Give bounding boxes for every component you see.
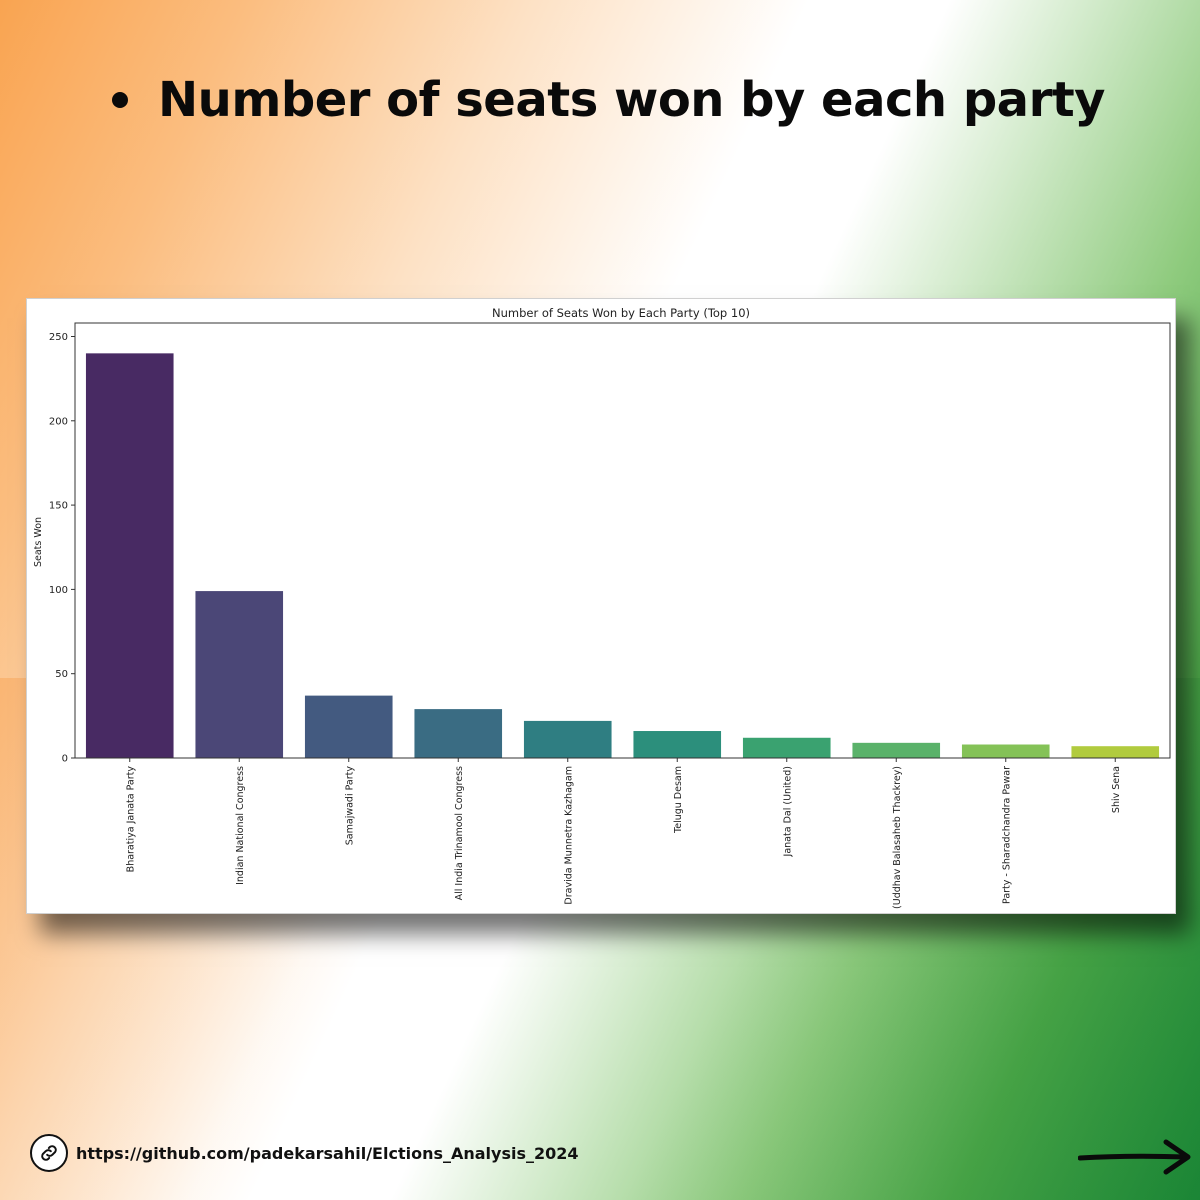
x-tick-label: Party - Sharadchandra Pawar [1001, 766, 1012, 904]
github-link-text: https://github.com/padekarsahil/Elctions… [76, 1143, 579, 1163]
bar [195, 591, 284, 758]
x-tick-label: All India Trinamool Congress [454, 766, 465, 900]
next-arrow-icon[interactable] [1078, 1138, 1194, 1178]
github-link[interactable]: https://github.com/padekarsahil/Elctions… [30, 1134, 579, 1172]
x-tick-label: Shiv Sena [1111, 766, 1122, 813]
x-tick-label: Dravida Munnetra Kazhagam [563, 766, 574, 905]
x-tick-label: Janata Dal (United) [782, 766, 793, 857]
x-tick-label: Telugu Desam [673, 766, 684, 834]
bar [961, 744, 1050, 758]
bullet-point [112, 92, 128, 108]
bar [85, 353, 174, 758]
y-axis-label: Seats Won [33, 517, 44, 567]
x-tick-label: Bharatiya Janata Party [125, 766, 136, 873]
bar [742, 737, 831, 758]
x-tick-label: (Uddhav Balasaheb Thackrey) [892, 766, 903, 909]
y-tick-label: 200 [49, 416, 68, 427]
y-tick-label: 0 [62, 754, 68, 765]
y-tick-label: 100 [49, 585, 68, 596]
bar [414, 709, 503, 758]
y-tick-label: 250 [49, 332, 68, 343]
plot-frame [74, 322, 1171, 759]
link-icon [30, 1134, 68, 1172]
bar [852, 742, 941, 758]
x-tick-label: Samajwadi Party [344, 766, 355, 846]
x-tick-label: Indian National Congress [235, 766, 246, 885]
bar [1071, 746, 1160, 758]
bar [523, 720, 612, 758]
chart-title: Number of Seats Won by Each Party (Top 1… [492, 306, 750, 320]
bar [633, 731, 722, 758]
slide-heading: Number of seats won by each party [112, 72, 1105, 128]
chart-card: Number of Seats Won by Each Party (Top 1… [26, 298, 1176, 914]
y-tick-label: 50 [55, 669, 68, 680]
bar-chart: Number of Seats Won by Each Party (Top 1… [33, 306, 1171, 909]
bar [304, 695, 393, 758]
bars-layer [85, 353, 1160, 758]
y-tick-label: 150 [49, 501, 68, 512]
ticks-layer: 0 50 100 150 200 250 Bharatiya Janata Party Ind… [49, 332, 1122, 909]
heading-text: Number of seats won by each party [158, 72, 1105, 128]
